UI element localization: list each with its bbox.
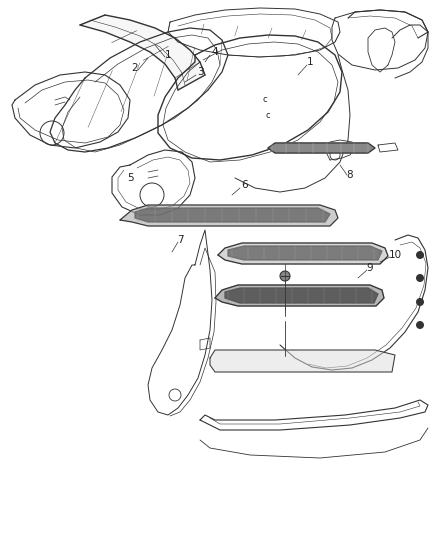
Text: 6: 6: [242, 180, 248, 190]
Text: 1: 1: [165, 50, 171, 60]
Text: 4: 4: [212, 47, 218, 57]
Circle shape: [416, 251, 424, 259]
Polygon shape: [218, 243, 388, 264]
Polygon shape: [225, 288, 378, 303]
Polygon shape: [135, 208, 330, 222]
Text: 5: 5: [127, 173, 133, 183]
Text: 8: 8: [347, 170, 353, 180]
Circle shape: [280, 271, 290, 281]
Text: 7: 7: [177, 235, 184, 245]
Polygon shape: [215, 285, 384, 306]
Polygon shape: [228, 246, 382, 260]
Text: 3: 3: [197, 67, 203, 77]
Circle shape: [416, 274, 424, 282]
Polygon shape: [80, 15, 205, 90]
Text: 2: 2: [132, 63, 138, 73]
Circle shape: [416, 298, 424, 306]
Text: c: c: [263, 95, 267, 104]
Text: 9: 9: [367, 263, 373, 273]
Text: c: c: [266, 110, 270, 119]
Polygon shape: [210, 350, 395, 372]
Circle shape: [416, 321, 424, 329]
Text: 10: 10: [389, 250, 402, 260]
Polygon shape: [120, 205, 338, 226]
Text: 1: 1: [307, 57, 313, 67]
Polygon shape: [268, 143, 375, 153]
